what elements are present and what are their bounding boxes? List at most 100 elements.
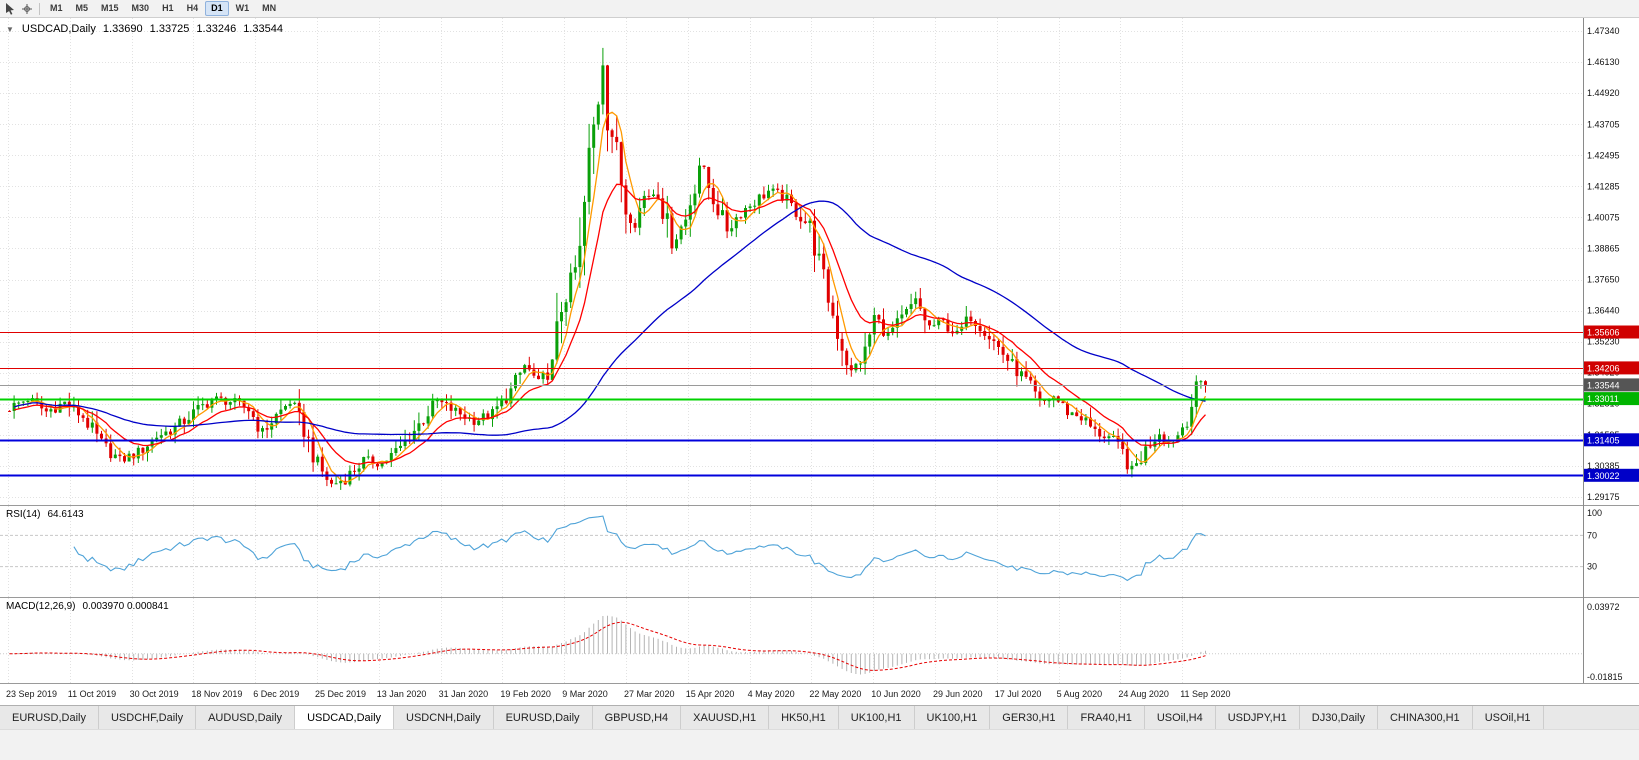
moving-averages-layer <box>13 111 1207 484</box>
time-axis-label: 17 Jul 2020 <box>994 689 1042 699</box>
chart-tab-ger30-h1[interactable]: GER30,H1 <box>990 706 1069 729</box>
time-axis-label: 31 Jan 2020 <box>438 689 489 699</box>
time-axis-label: 5 Aug 2020 <box>1056 689 1103 699</box>
main-grid <box>0 18 1583 505</box>
timeframe-button-h4[interactable]: H4 <box>186 3 199 13</box>
rsi-axis-label: 70 <box>1587 530 1597 540</box>
high-value: 1.33725 <box>149 23 190 35</box>
macd-values: 0.003970 0.000841 <box>82 601 169 612</box>
macd-histogram <box>13 615 1206 675</box>
chart-tab-audusd-daily[interactable]: AUDUSD,Daily <box>196 706 296 729</box>
chart-window[interactable]: 1.47340 1.46130 1.44920 1.43705 1.42495 1.412… <box>0 18 1639 705</box>
time-axis-label: 9 Mar 2020 <box>562 689 608 699</box>
time-axis-label: 10 Jun 2020 <box>871 689 921 699</box>
price-tick-label: 1.36440 <box>1587 306 1620 316</box>
level-price-label: 1.30022 <box>1587 471 1620 481</box>
time-axis-label: 11 Sep 2020 <box>1180 689 1231 699</box>
chart-tab-usoil-h4[interactable]: USOil,H4 <box>1144 706 1216 729</box>
timeframe-button-m30[interactable]: M30 <box>131 3 150 13</box>
level-price-label: 1.35606 <box>1587 328 1620 338</box>
rsi-axis-label: 100 <box>1587 508 1602 518</box>
time-axis-label: 22 May 2020 <box>809 689 862 699</box>
chart-symbol-label: USDCAD,Daily <box>21 23 96 35</box>
time-axis-label: 18 Nov 2019 <box>191 689 243 699</box>
chart-tab-dj30-daily[interactable]: DJ30,Daily <box>1299 706 1378 729</box>
level-price-label: 1.33011 <box>1587 394 1619 404</box>
chart-tab-gbpusd-h4[interactable]: GBPUSD,H4 <box>592 706 682 729</box>
price-tick-label: 1.35230 <box>1587 337 1620 347</box>
chart-tab-usoil-h1[interactable]: USOil,H1 <box>1472 706 1544 729</box>
chart-tab-uk100-h1[interactable]: UK100,H1 <box>838 706 915 729</box>
chart-tab-fra40-h1[interactable]: FRA40,H1 <box>1068 706 1145 729</box>
timeframe-buttons: M1 M5 M15 M30 H1 H4 D1 W1 MN <box>44 1 283 16</box>
time-axis-label: 23 Sep 2019 <box>6 689 58 699</box>
timeframe-button-w1[interactable]: W1 <box>235 3 250 13</box>
time-axis-label: 15 Apr 2020 <box>685 689 735 699</box>
macd-indicator-label: MACD(12,26,9) 0.003970 0.000841 <box>6 601 169 612</box>
level-price-label: 1.34206 <box>1587 363 1620 373</box>
time-axis-label: 11 Oct 2019 <box>67 689 117 699</box>
timeframe-button-m5[interactable]: M5 <box>75 3 89 13</box>
price-tick-label: 1.40075 <box>1587 212 1620 222</box>
crosshair-icon[interactable] <box>19 2 34 16</box>
chart-tab-xauusd-h1[interactable]: XAUUSD,H1 <box>681 706 770 729</box>
candlesticks-layer <box>8 47 1207 490</box>
rsi-line <box>73 515 1206 582</box>
macd-axis-label: -0.01815 <box>1587 672 1623 682</box>
chart-tab-usdcnh-daily[interactable]: USDCNH,Daily <box>394 706 494 729</box>
price-tick-label: 1.29175 <box>1587 492 1620 502</box>
timeframe-button-m1[interactable]: M1 <box>50 3 63 13</box>
timeframe-toolbar: M1 M5 M15 M30 H1 H4 D1 W1 MN <box>0 0 1639 18</box>
rsi-indicator-label: RSI(14) 64.6143 <box>6 509 84 520</box>
time-axis-label: 29 Jun 2020 <box>933 689 983 699</box>
chart-tab-usdjpy-h1[interactable]: USDJPY,H1 <box>1215 706 1300 729</box>
chart-tab-eurusd-daily[interactable]: EURUSD,Daily <box>493 706 593 729</box>
macd-panel[interactable]: 0.03972 -0.01815 <box>0 597 1639 683</box>
price-tick-label: 1.42495 <box>1587 150 1620 160</box>
price-tick-label: 1.38865 <box>1587 243 1620 253</box>
price-tick-label: 1.46130 <box>1587 57 1620 67</box>
price-tick-label: 1.44920 <box>1587 88 1620 98</box>
chart-tab-china300-h1[interactable]: CHINA300,H1 <box>1377 706 1473 729</box>
time-axis: 23 Sep 2019 11 Oct 2019 30 Oct 2019 18 Nov … <box>0 683 1639 705</box>
timeframe-button-m15[interactable]: M15 <box>101 3 119 13</box>
horizontal-levels[interactable] <box>0 332 1583 477</box>
cursor-icon[interactable] <box>3 2 18 16</box>
toolbar-separator <box>39 2 40 15</box>
chart-tab-usdcad-daily[interactable]: USDCAD,Daily <box>295 706 395 729</box>
one-click-trading-toggle[interactable]: ▼ <box>6 24 14 34</box>
timeframe-button-h1[interactable]: H1 <box>162 3 174 13</box>
chart-tab-hk50-h1[interactable]: HK50,H1 <box>769 706 839 729</box>
low-value: 1.33246 <box>196 23 237 35</box>
timeframe-button-d1[interactable]: D1 <box>205 1 229 16</box>
macd-axis-label: 0.03972 <box>1587 602 1620 612</box>
open-value: 1.33690 <box>102 23 143 35</box>
time-axis-label: 24 Aug 2020 <box>1118 689 1169 699</box>
chart-tab-eurusd-daily[interactable]: EURUSD,Daily <box>0 706 99 729</box>
time-axis-label: 4 May 2020 <box>747 689 795 699</box>
close-value: 1.33544 <box>243 23 283 35</box>
rsi-name: RSI(14) <box>6 509 41 520</box>
time-axis-label: 30 Oct 2019 <box>129 689 179 699</box>
price-tick-label: 1.47340 <box>1587 26 1620 36</box>
price-tick-label: 1.41285 <box>1587 181 1620 191</box>
price-axis: 1.47340 1.46130 1.44920 1.43705 1.42495 1.412… <box>1583 18 1639 505</box>
price-tick-label: 1.37650 <box>1587 275 1620 285</box>
timeframe-button-mn[interactable]: MN <box>262 3 277 13</box>
chart-tab-uk100-h1[interactable]: UK100,H1 <box>914 706 991 729</box>
chart-ohlc-readout: ▼ USDCAD,Daily 1.33690 1.33725 1.33246 1… <box>6 23 283 35</box>
macd-grid <box>0 598 1583 683</box>
rsi-value: 64.6143 <box>47 509 84 520</box>
macd-name: MACD(12,26,9) <box>6 601 76 612</box>
time-axis-label: 25 Dec 2019 <box>315 689 367 699</box>
level-price-label: 1.31405 <box>1587 435 1620 445</box>
rsi-panel[interactable]: 100 70 30 <box>0 505 1639 597</box>
bid-price-label: 1.33544 <box>1587 380 1620 390</box>
rsi-grid <box>0 506 1583 597</box>
price-tick-label: 1.43705 <box>1587 119 1620 129</box>
time-axis-label: 13 Jan 2020 <box>376 689 427 699</box>
chart-tab-usdchf-daily[interactable]: USDCHF,Daily <box>98 706 197 729</box>
rsi-axis-label: 30 <box>1587 562 1597 572</box>
price-chart[interactable]: 1.47340 1.46130 1.44920 1.43705 1.42495 1.412… <box>0 18 1639 505</box>
